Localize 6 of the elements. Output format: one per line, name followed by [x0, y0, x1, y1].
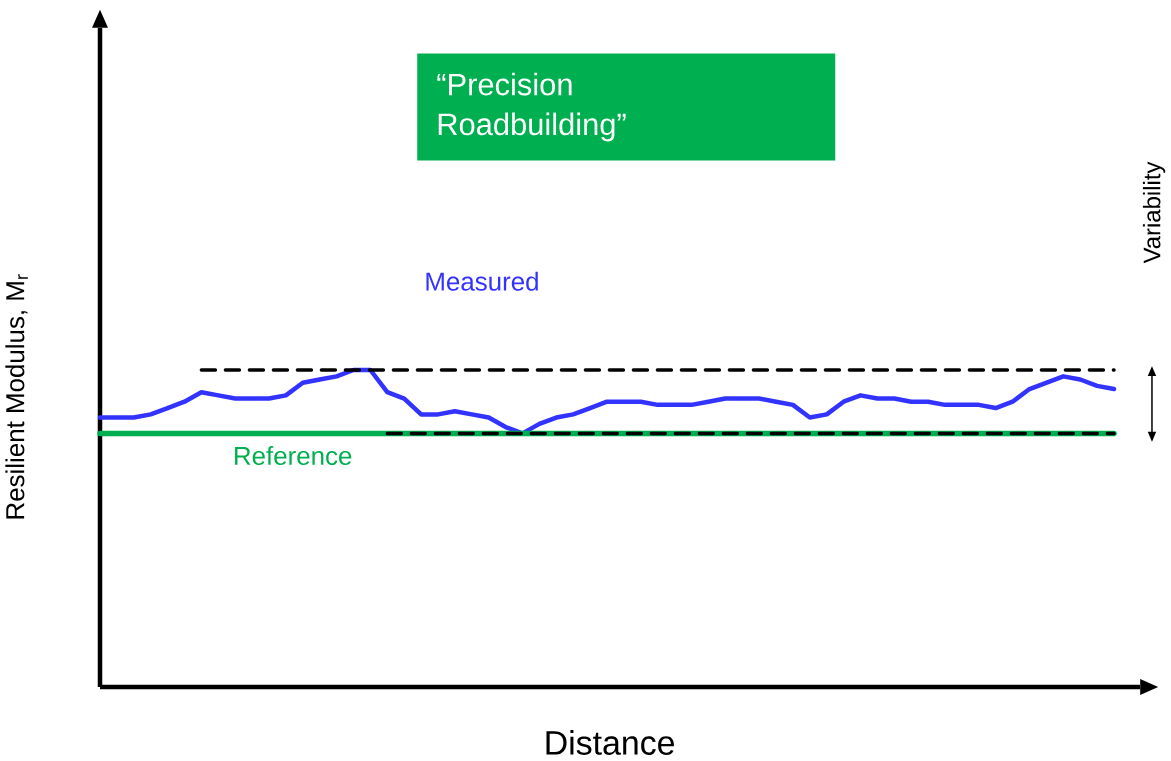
text: Variability — [1142, 161, 1166, 264]
y-axis-title: Resilient Modulus, M$_{r}$ — [5, 274, 28, 519]
x-axis-title: Distance — [546, 730, 674, 755]
text: Measured — [426, 271, 538, 291]
series-label: Reference — [235, 446, 352, 466]
text: “Precision Roadbuilding” — [437, 72, 626, 142]
